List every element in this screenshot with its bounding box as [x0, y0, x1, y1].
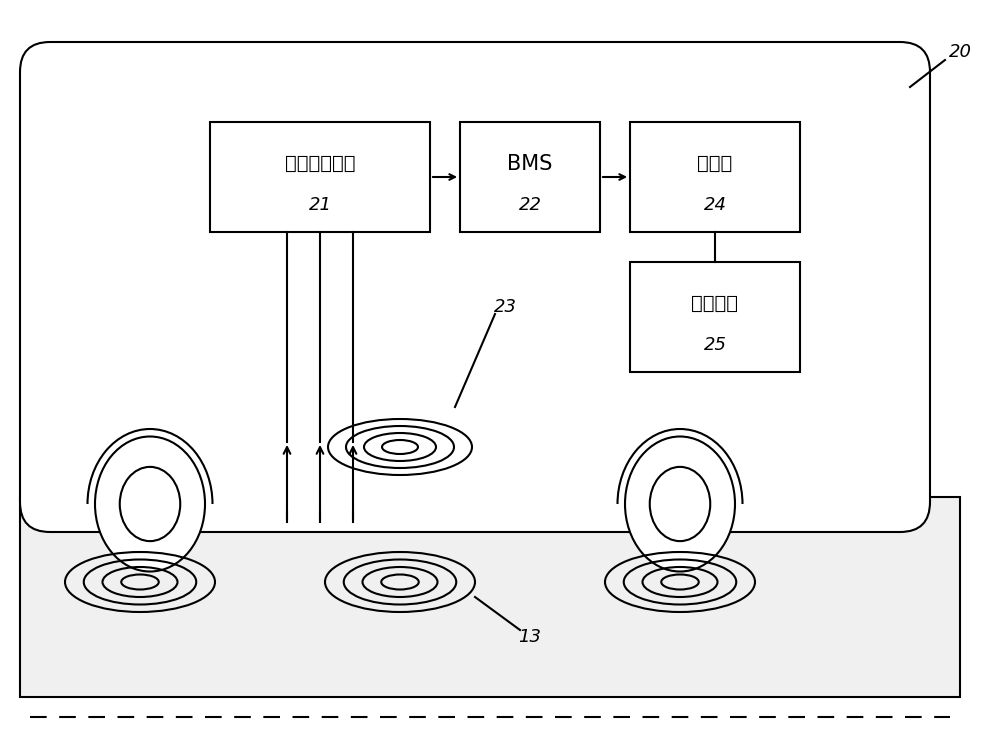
Ellipse shape [625, 436, 735, 572]
FancyBboxPatch shape [630, 122, 800, 232]
Ellipse shape [650, 467, 710, 541]
Text: 22: 22 [518, 196, 542, 214]
Bar [20, 497, 960, 697]
Text: 13: 13 [518, 628, 542, 646]
Text: 整流稳压模块: 整流稳压模块 [285, 154, 355, 173]
Text: 24: 24 [704, 196, 726, 214]
Text: 21: 21 [308, 196, 332, 214]
Ellipse shape [120, 467, 180, 541]
FancyBboxPatch shape [460, 122, 600, 232]
FancyBboxPatch shape [630, 262, 800, 372]
FancyBboxPatch shape [20, 42, 930, 532]
Text: 电池包: 电池包 [697, 154, 733, 173]
Text: 25: 25 [704, 335, 726, 353]
Text: 直流电机: 直流电机 [692, 294, 738, 314]
Text: 20: 20 [948, 43, 972, 61]
FancyBboxPatch shape [210, 122, 430, 232]
Text: 23: 23 [494, 298, 516, 316]
Text: BMS: BMS [507, 154, 553, 174]
Ellipse shape [95, 436, 205, 572]
